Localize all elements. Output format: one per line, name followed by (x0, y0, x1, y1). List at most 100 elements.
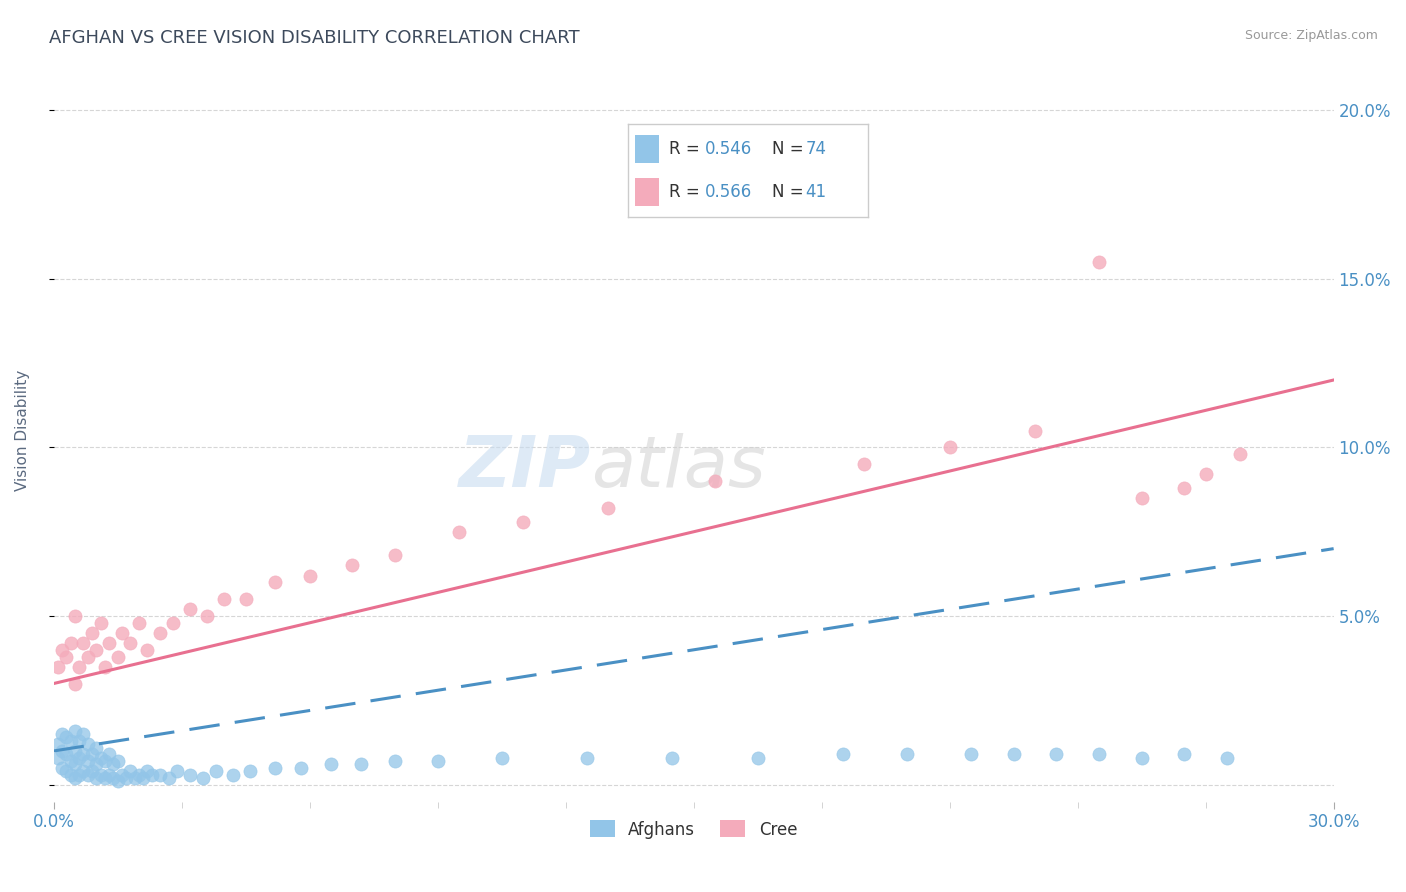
Point (960, 747, 983, 762)
Point (76, 754, 98, 768)
Point (1130, 491, 1153, 505)
Point (447, 524, 470, 539)
Point (59, 636, 82, 650)
Point (120, 764, 142, 779)
Point (661, 750, 683, 764)
Point (179, 602, 201, 616)
Point (80, 626, 103, 640)
Point (67, 734, 90, 748)
Point (239, 764, 262, 779)
Point (72, 764, 94, 779)
Text: R =: R = (669, 140, 704, 158)
Point (63, 676, 86, 690)
Point (938, 441, 960, 455)
Point (59, 754, 82, 768)
Point (94, 659, 117, 673)
Point (120, 636, 142, 650)
Point (67, 750, 90, 764)
Point (124, 771, 146, 785)
Point (115, 771, 138, 785)
Point (59, 767, 82, 781)
Point (1045, 747, 1067, 762)
Point (264, 761, 287, 775)
Text: AFGHAN VS CREE VISION DISABILITY CORRELATION CHART: AFGHAN VS CREE VISION DISABILITY CORRELA… (49, 29, 579, 46)
Text: ZIP: ZIP (458, 434, 591, 502)
Point (426, 754, 449, 768)
Point (55, 764, 77, 779)
Point (55, 731, 77, 745)
Point (46, 737, 69, 751)
Point (63, 757, 86, 772)
Point (704, 474, 727, 488)
Point (342, 558, 364, 573)
Point (1024, 424, 1046, 438)
Text: N =: N = (772, 140, 808, 158)
Point (214, 592, 236, 607)
Point (204, 764, 226, 779)
Point (51, 727, 73, 741)
Point (179, 767, 201, 781)
Point (111, 767, 134, 781)
Point (98, 636, 121, 650)
Point (94, 754, 117, 768)
Point (55, 747, 77, 762)
Point (103, 757, 125, 772)
Point (264, 575, 287, 590)
Point (747, 750, 769, 764)
Text: 0.566: 0.566 (704, 183, 752, 201)
Point (166, 764, 188, 779)
Point (111, 626, 134, 640)
Point (103, 771, 125, 785)
Point (1173, 747, 1195, 762)
Point (51, 642, 73, 657)
Point (107, 754, 129, 768)
Point (51, 761, 73, 775)
Point (90, 750, 112, 764)
Point (80, 764, 103, 779)
Point (319, 757, 342, 772)
Y-axis label: Vision Disability: Vision Disability (15, 370, 30, 491)
Point (1130, 750, 1153, 764)
Point (63, 744, 86, 758)
Point (1194, 467, 1216, 482)
Point (157, 771, 180, 785)
Point (1002, 747, 1025, 762)
Point (1229, 447, 1251, 461)
Point (72, 727, 94, 741)
Point (141, 767, 163, 781)
Legend: Afghans, Cree: Afghans, Cree (583, 814, 804, 846)
Point (72, 747, 94, 762)
Point (896, 747, 918, 762)
Point (350, 757, 373, 772)
Text: N =: N = (772, 183, 808, 201)
Point (191, 771, 214, 785)
Point (76, 649, 98, 664)
Point (136, 764, 159, 779)
Text: R =: R = (669, 183, 704, 201)
Point (149, 767, 172, 781)
Point (51, 744, 73, 758)
Point (72, 636, 94, 650)
Point (84, 771, 107, 785)
Point (132, 771, 155, 785)
Point (55, 649, 77, 664)
Bar (636, 136, 659, 163)
Point (162, 615, 184, 630)
Point (107, 774, 129, 789)
Point (84, 642, 107, 657)
Point (1173, 481, 1195, 495)
Point (107, 649, 129, 664)
Point (63, 771, 86, 785)
Point (512, 515, 534, 529)
Point (491, 750, 513, 764)
Point (384, 754, 406, 768)
Point (298, 568, 321, 582)
Point (94, 771, 117, 785)
Text: 0.546: 0.546 (704, 140, 752, 158)
Point (63, 609, 86, 624)
Point (1088, 747, 1111, 762)
Text: 74: 74 (806, 140, 827, 158)
Point (853, 458, 876, 472)
Point (90, 767, 112, 781)
Point (76, 767, 98, 781)
